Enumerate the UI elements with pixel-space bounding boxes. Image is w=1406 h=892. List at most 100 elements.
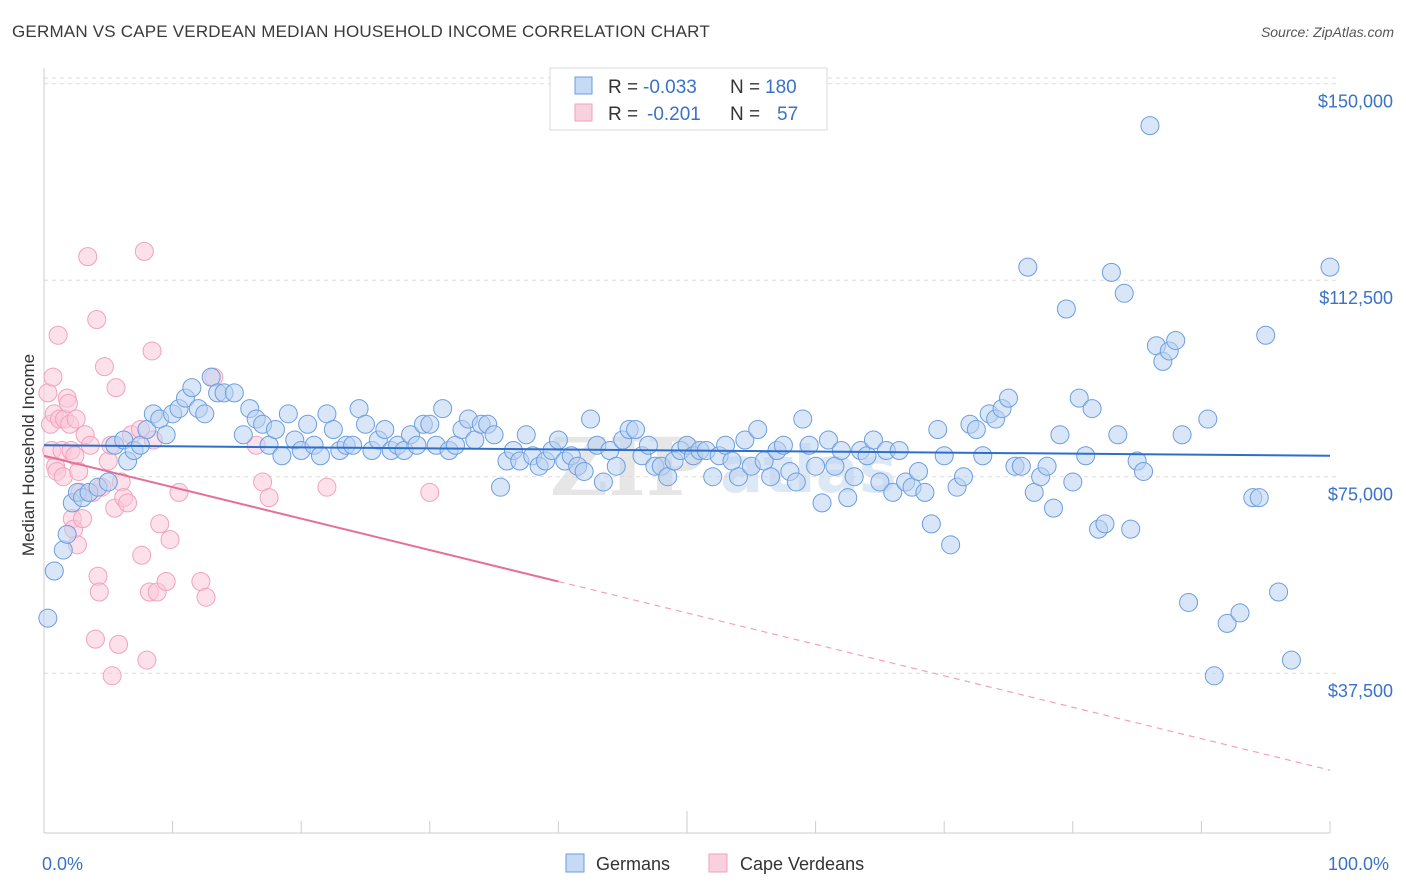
- german-point-180: [1230, 603, 1250, 623]
- german-point-46: [343, 435, 363, 455]
- german-point-167: [1121, 519, 1141, 539]
- german-point-131: [889, 441, 909, 460]
- legend-germans-r-value: -0.033: [643, 77, 697, 98]
- trend-lines: [43, 444, 1331, 771]
- german-point-107: [735, 430, 755, 450]
- german-point-156: [1050, 425, 1070, 445]
- legend-cape-r-label: R =: [608, 104, 638, 125]
- german-point-138: [934, 446, 954, 466]
- german-point-78: [548, 430, 568, 450]
- cape-verdean-point-53: [156, 571, 176, 591]
- german-point-186: [1320, 257, 1340, 277]
- chart-title: GERMAN VS CAPE VERDEAN MEDIAN HOUSEHOLD …: [12, 22, 710, 41]
- german-point-113: [773, 435, 793, 455]
- cape-verdean-point-46: [134, 241, 154, 261]
- y-tick-label-3: $150,000: [1318, 92, 1393, 112]
- y-tick-label-2: $112,500: [1319, 288, 1393, 308]
- german-point-185: [1281, 650, 1301, 670]
- german-point-139: [941, 535, 961, 555]
- y-tick-label-0: $37,500: [1328, 681, 1393, 701]
- german-point-163: [1095, 514, 1115, 534]
- y-axis-title: Median Household Income: [19, 354, 38, 556]
- german-point-148: [999, 388, 1018, 408]
- german-point-35: [272, 446, 292, 466]
- cape-verdean-point-38: [106, 378, 126, 398]
- german-point-130: [883, 482, 903, 502]
- german-point-2: [53, 540, 73, 560]
- german-point-28: [224, 383, 244, 403]
- cape-verdean-point-25: [78, 247, 98, 267]
- bottom-legend-germans: Germans: [596, 854, 670, 874]
- german-point-83: [581, 409, 601, 429]
- german-point-120: [818, 430, 838, 450]
- german-point-82: [574, 461, 594, 481]
- german-point-150: [1011, 456, 1031, 476]
- cape-verdean-point-33: [94, 357, 114, 377]
- cape-verdean-point-62: [317, 477, 337, 497]
- bottom-legend-cape: Cape Verdeans: [740, 854, 864, 874]
- german-point-58: [420, 414, 440, 434]
- german-point-154: [1037, 456, 1057, 476]
- cape-verdean-trend-line: [43, 454, 559, 583]
- german-point-106: [728, 467, 748, 487]
- german-point-109: [748, 420, 768, 440]
- bottom-legend-swatch-germans: [565, 853, 585, 873]
- german-point-137: [928, 420, 948, 440]
- y-tick-labels: $37,500 $75,000 $112,500 $150,000: [1318, 92, 1393, 701]
- cape-verdean-point-30: [88, 566, 108, 586]
- cape-verdean-point-29: [87, 310, 107, 330]
- german-point-144: [973, 446, 993, 466]
- bottom-legend: Germans Cape Verdeans: [565, 853, 864, 874]
- cape-verdean-trend-line-extrapolated: [558, 580, 1331, 771]
- german-point-170: [1140, 116, 1160, 136]
- german-points: [38, 116, 1340, 686]
- cape-verdean-points: [38, 241, 440, 686]
- german-point-1: [44, 561, 64, 581]
- german-point-123: [838, 488, 858, 508]
- german-point-169: [1134, 461, 1154, 481]
- cape-verdean-point-31: [89, 582, 109, 602]
- german-point-157: [1056, 299, 1076, 319]
- german-point-43: [323, 420, 343, 440]
- german-point-90: [626, 420, 646, 440]
- german-point-158: [1063, 472, 1083, 492]
- legend-germans-n-value: 180: [765, 77, 797, 98]
- german-point-166: [1114, 283, 1134, 303]
- cape-verdean-point-52: [150, 514, 170, 534]
- german-point-36: [278, 404, 298, 424]
- german-point-117: [799, 435, 819, 455]
- german-point-128: [870, 472, 890, 492]
- bottom-legend-swatch-cape: [708, 853, 728, 873]
- cape-verdean-point-45: [132, 545, 152, 565]
- german-point-135: [915, 482, 935, 502]
- german-point-56: [407, 435, 427, 455]
- german-point-136: [921, 514, 941, 534]
- cape-verdean-point-21: [69, 461, 89, 481]
- cape-verdean-point-57: [196, 587, 216, 607]
- german-point-48: [356, 414, 375, 434]
- cape-verdean-point-49: [142, 341, 162, 361]
- german-point-160: [1076, 446, 1096, 466]
- x-tick-label-min: 0.0%: [42, 854, 83, 874]
- legend-germans-n-label: N =: [730, 77, 760, 98]
- x-tick-label-max: 100.0%: [1328, 854, 1389, 874]
- german-point-127: [863, 430, 883, 450]
- german-point-177: [1198, 409, 1218, 429]
- german-point-18: [156, 425, 176, 445]
- cape-verdean-point-47: [137, 650, 157, 670]
- cape-verdean-point-39: [109, 634, 129, 654]
- german-point-0: [38, 608, 58, 628]
- german-point-151: [1018, 257, 1038, 277]
- german-point-29: [233, 425, 253, 445]
- german-point-161: [1082, 399, 1102, 419]
- german-point-22: [182, 378, 202, 398]
- legend-cape-n-label: N =: [730, 104, 760, 125]
- german-point-134: [908, 461, 928, 481]
- legend-swatch-cape: [574, 103, 593, 122]
- german-point-119: [812, 493, 832, 513]
- german-point-24: [195, 404, 215, 424]
- german-point-183: [1256, 325, 1276, 345]
- cape-verdean-point-7: [48, 325, 68, 345]
- grid: [44, 77, 1340, 674]
